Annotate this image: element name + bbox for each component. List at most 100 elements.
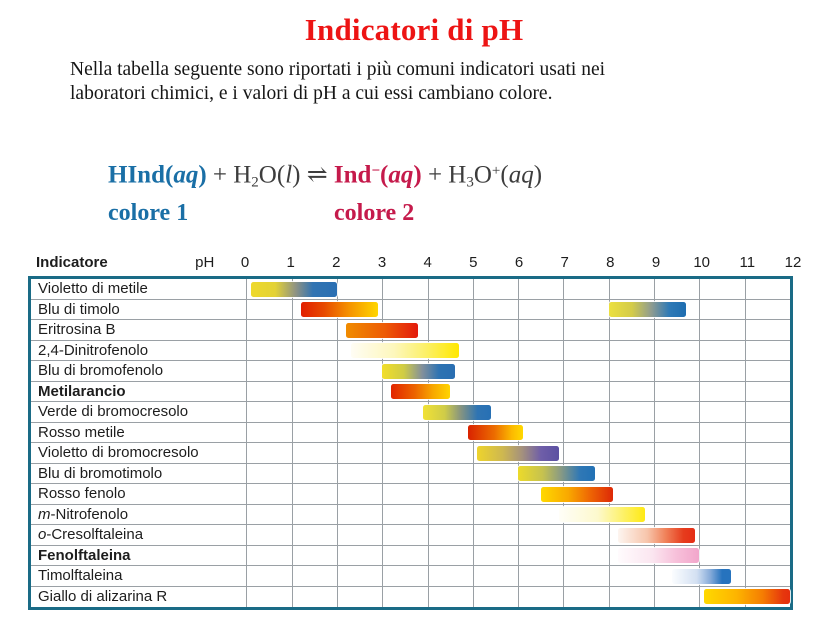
chart-header-row: Indicatore pH 0 1 2 3 4 5 6 7 8 9 10 11 12 — [28, 253, 801, 276]
ph-tick-9: 9 — [651, 254, 661, 271]
ph-axis-label: pH — [195, 254, 215, 271]
color-change-bar — [391, 384, 451, 399]
equation-token: 2 — [251, 174, 259, 191]
indicator-name: Violetto di metile — [38, 280, 148, 297]
equation-token: ) — [198, 161, 207, 189]
equation-token: ( — [500, 161, 509, 189]
gridline-ph-6 — [518, 279, 520, 607]
table-row: Blu di timolo — [31, 300, 790, 320]
indicator-name: Rosso fenolo — [38, 485, 126, 502]
table-row: Giallo di alizarina R — [31, 587, 790, 608]
color-change-bar — [608, 302, 686, 317]
equation-token: O( — [258, 161, 286, 189]
gridline-ph-2 — [336, 279, 338, 607]
color-change-bar — [477, 445, 559, 461]
table-row: Rosso fenolo — [31, 484, 790, 505]
color-change-bar — [672, 568, 732, 584]
equation-token: ) — [413, 161, 422, 189]
color-change-bar — [703, 589, 790, 604]
color-change-bar — [382, 363, 455, 379]
gridline-ph-1 — [291, 279, 293, 607]
gridline-ph-9 — [654, 279, 656, 607]
table-row: Verde di bromocresolo — [31, 402, 790, 423]
indicator-name: o-Cresolftaleina — [38, 526, 144, 543]
indicator-name: Timolftaleina — [38, 567, 123, 584]
equation-token: + H — [421, 161, 467, 189]
gridline-ph-8 — [608, 279, 610, 607]
gridline-ph-11 — [744, 279, 746, 607]
gridline-ph-10 — [699, 279, 701, 607]
indicator-name: Blu di bromofenolo — [38, 362, 164, 379]
indicator-name: Fenolftaleina — [38, 546, 131, 564]
table-row: Fenolftaleina — [31, 546, 790, 566]
gridline-ph-4 — [427, 279, 429, 607]
indicator-column-header: Indicatore — [36, 254, 108, 271]
color-change-bar — [617, 527, 695, 543]
ph-indicator-chart: Indicatore pH 0 1 2 3 4 5 6 7 8 9 10 11 12 Violetto … — [28, 253, 801, 610]
color-change-bar — [518, 466, 596, 481]
table-row: Violetto di metile — [31, 279, 790, 300]
color-change-bar — [617, 548, 700, 563]
equation-token: ) ⇌ — [292, 161, 334, 189]
equation-token: − — [371, 163, 381, 179]
table-row: m-Nitrofenolo — [31, 505, 790, 525]
indicator-name: Violetto di bromocresolo — [38, 444, 199, 461]
indicator-name: Giallo di alizarina R — [38, 587, 168, 605]
table-row: Violetto di bromocresolo — [31, 443, 790, 464]
table-row: 2,4-Dinitrofenolo — [31, 341, 790, 361]
color-change-bar — [558, 507, 646, 522]
indicator-name: 2,4-Dinitrofenolo — [38, 341, 149, 359]
table-row: Timolftaleina — [31, 566, 790, 587]
equation-token: O — [473, 161, 492, 189]
equation-color-labels: colore 1 colore 2 — [108, 200, 542, 232]
indicator-name: m-Nitrofenolo — [38, 505, 129, 523]
color-change-bar — [468, 425, 523, 440]
equation-token: aq — [388, 161, 414, 189]
equation-token: ) — [533, 161, 543, 189]
equation-token: 3 — [466, 174, 474, 191]
ph-tick-5: 5 — [469, 254, 478, 271]
equation-token: Ind — [333, 161, 372, 189]
table-row: o-Cresolftaleina — [31, 525, 790, 546]
indicator-name: Verde di bromocresolo — [38, 403, 189, 420]
intro-line-2: laboratori chimici, e i valori di pH a c… — [70, 83, 553, 104]
page-title: Indicatori di pH — [304, 12, 524, 47]
color-change-bar — [423, 404, 491, 420]
indicator-name: Eritrosina B — [38, 321, 116, 338]
indicator-name: Rosso metile — [38, 423, 125, 441]
indicator-equilibrium-equation: HInd(aq) + H2O(l) ⇌ Ind−(aq) + H3O+(aq) … — [108, 155, 542, 232]
equation-token: ( — [380, 161, 389, 189]
gridline-ph-3 — [382, 279, 384, 607]
table-row: Blu di bromofenolo — [31, 361, 790, 382]
color-2-label: colore 2 — [334, 200, 415, 227]
chart-body: Violetto di metile Blu di timolo Eritrosin… — [28, 276, 793, 610]
intro-line-1: Nella tabella seguente sono riportati i … — [70, 59, 606, 80]
ph-tick-1: 1 — [286, 254, 295, 271]
ph-tick-7: 7 — [560, 254, 569, 271]
ph-tick-2: 2 — [332, 254, 341, 271]
table-row: Rosso metile — [31, 423, 790, 443]
ph-tick-0: 0 — [240, 254, 250, 271]
ph-tick-6: 6 — [514, 254, 524, 271]
ph-tick-3: 3 — [377, 254, 387, 271]
table-row: Eritrosina B — [31, 320, 790, 341]
color-1-label: colore 1 — [108, 200, 189, 227]
equation-token: HInd( — [108, 161, 174, 189]
indicator-name: Blu di bromotimolo — [38, 464, 163, 482]
ph-tick-10: 10 — [693, 254, 710, 271]
color-change-bar — [350, 343, 460, 358]
equation-token: aq — [508, 161, 534, 189]
ph-tick-4: 4 — [423, 254, 432, 271]
indicator-name: Blu di timolo — [38, 300, 120, 318]
equation-token: + H — [206, 161, 252, 189]
equation-token: aq — [173, 161, 199, 189]
equation-line: HInd(aq) + H2O(l) ⇌ Ind−(aq) + H3O+(aq) — [108, 155, 542, 198]
gridline-ph-5 — [472, 279, 474, 607]
table-row: Blu di bromotimolo — [31, 464, 790, 484]
color-change-bar — [346, 322, 419, 338]
equation-token: + — [491, 163, 501, 179]
ph-tick-8: 8 — [606, 254, 615, 271]
gridline-ph-7 — [563, 279, 565, 607]
intro-paragraph: Nella tabella seguente sono riportati i … — [70, 58, 750, 106]
ph-tick-12: 12 — [784, 254, 802, 271]
